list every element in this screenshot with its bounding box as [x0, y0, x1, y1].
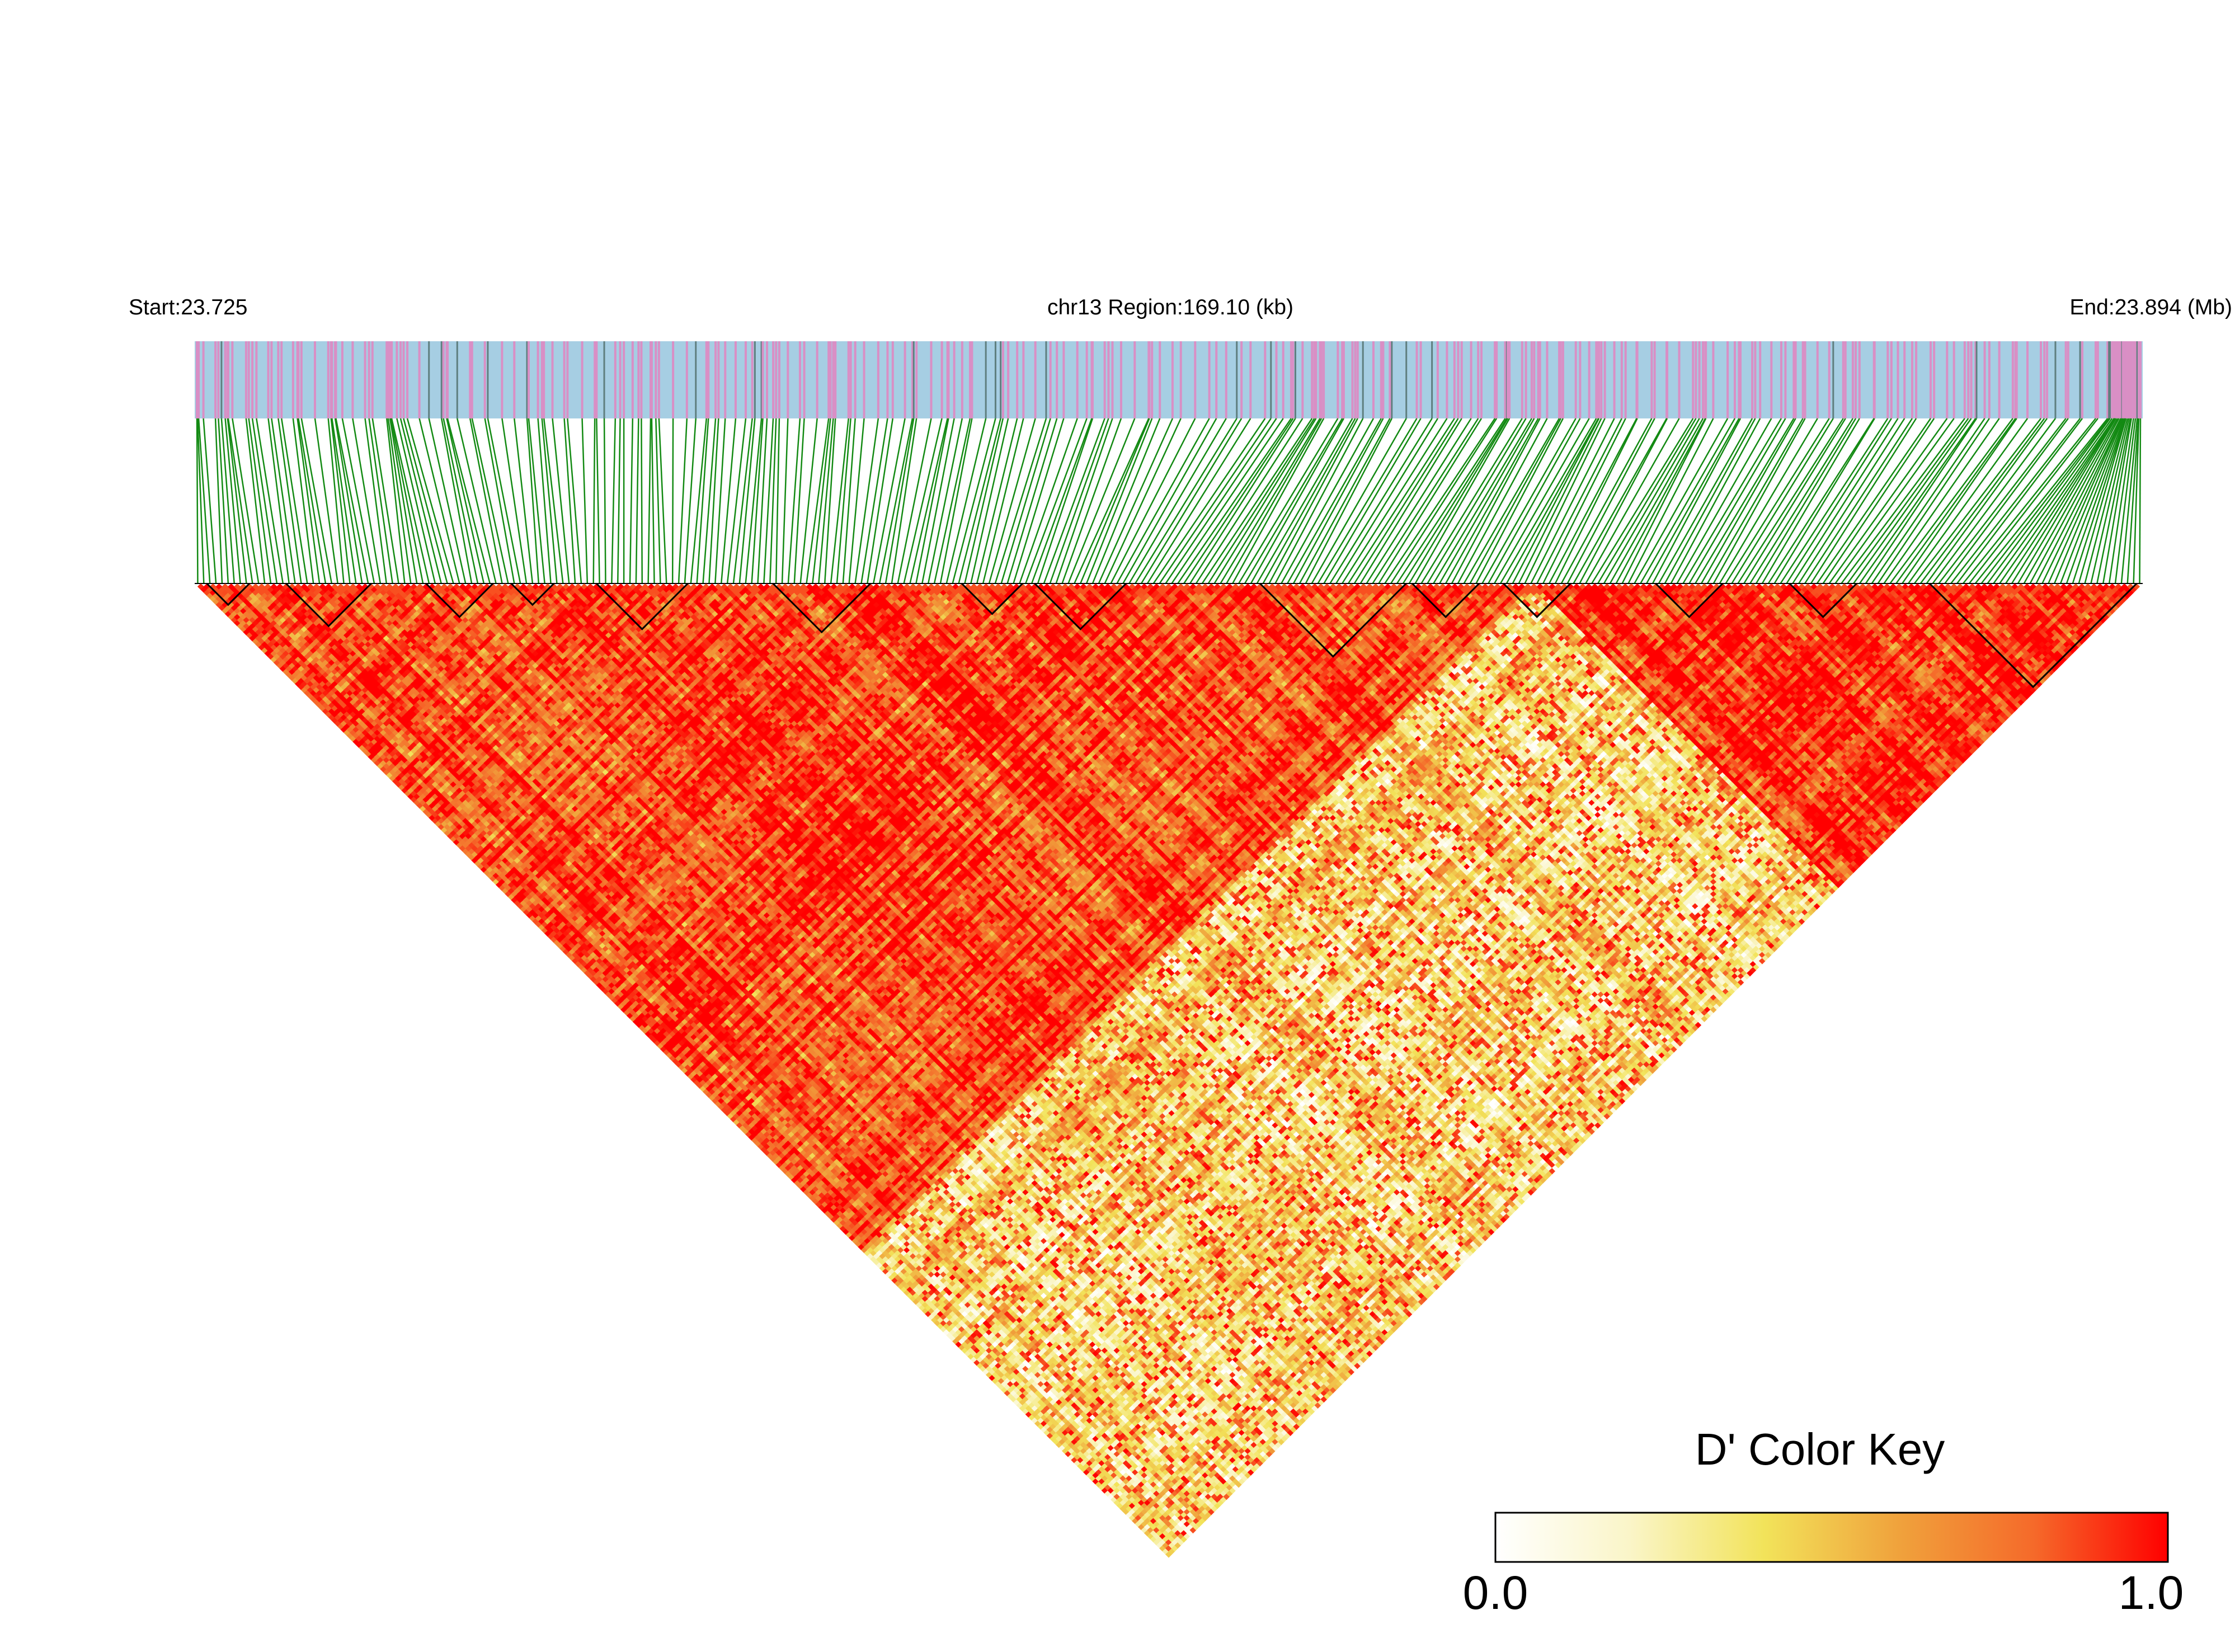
snp-connector-line: [1171, 418, 1283, 583]
snp-connector-line: [1080, 418, 1149, 583]
snp-track-background: [195, 341, 2143, 418]
snp-connector-line: [1032, 418, 1091, 583]
snp-connector-line: [488, 418, 520, 583]
snp-connector-line: [1050, 418, 1109, 583]
snp-connector-line: [232, 418, 258, 583]
snp-connector-line: [611, 418, 615, 583]
snp-connector-line: [1982, 418, 2109, 583]
snp-connector-line: [446, 418, 483, 583]
snp-connector-line: [1519, 418, 1602, 583]
snp-connector-line: [582, 418, 587, 583]
snp-connector-line: [1099, 418, 1173, 583]
snp-connector-line: [298, 418, 326, 583]
snp-connector-line: [1008, 418, 1057, 583]
snp-connector-line: [1750, 418, 1853, 583]
region-start-label: Start:23.725: [129, 295, 247, 319]
snp-connector-line: [849, 418, 864, 583]
snp-connector-line: [278, 418, 301, 583]
snp-connector-line: [652, 418, 655, 583]
snp-connector-line: [204, 418, 216, 583]
snp-connector-line: [1141, 418, 1241, 583]
snp-connector-line: [685, 418, 696, 583]
snp-connector-line: [922, 418, 954, 583]
snp-connector-line: [1531, 418, 1614, 583]
snp-connector-line: [1409, 418, 1508, 583]
region-title: chr13 Region:169.10 (kb): [1047, 295, 1293, 319]
snp-connector-line: [648, 418, 651, 583]
snp-connector-line: [916, 418, 948, 583]
snp-connector-line: [596, 418, 599, 583]
snp-connector-line: [630, 418, 633, 583]
snp-connector-line: [679, 418, 687, 583]
snp-connector-line: [1336, 418, 1438, 583]
snp-connector-line: [770, 418, 776, 583]
snp-connector-line: [672, 418, 673, 583]
snp-connector-line: [788, 418, 800, 583]
snp-connector-line: [1433, 418, 1532, 583]
snp-connector-line: [470, 418, 502, 583]
snp-connector-line: [910, 418, 948, 583]
snp-connector-line: [1555, 418, 1638, 583]
snp-connector-line: [898, 418, 931, 583]
snp-connector-line: [782, 418, 788, 583]
snp-position-track: [195, 341, 2143, 418]
snp-connector-line: [1683, 418, 1781, 583]
snp-connector-line: [641, 418, 642, 583]
region-end-label: End:23.894 (Mb): [2069, 295, 2232, 319]
snp-connector-line: [215, 418, 222, 583]
snp-connector-line: [776, 418, 779, 583]
snp-connector-line: [594, 418, 595, 583]
snp-connector-line: [618, 418, 620, 583]
snp-connector-line: [2018, 418, 2116, 583]
snp-connector-lines: [195, 418, 2143, 583]
snp-connector-line: [740, 418, 755, 583]
snp-connector-line: [1659, 418, 1752, 583]
snp-connector-line: [1232, 418, 1324, 583]
snp-connector-line: [1993, 418, 2112, 583]
snp-connector-line: [271, 418, 295, 583]
snp-connector-line: [604, 418, 605, 583]
snp-connector-line: [485, 418, 515, 583]
snp-connector-line: [1190, 418, 1295, 583]
snp-connector-line: [1001, 418, 1051, 583]
snp-connector-line: [1574, 418, 1667, 583]
snp-connector-line: [1707, 418, 1803, 583]
snp-connector-line: [1208, 418, 1315, 583]
snp-connector-line: [636, 418, 638, 583]
ld-triangle-heatmap: [197, 583, 2140, 1558]
